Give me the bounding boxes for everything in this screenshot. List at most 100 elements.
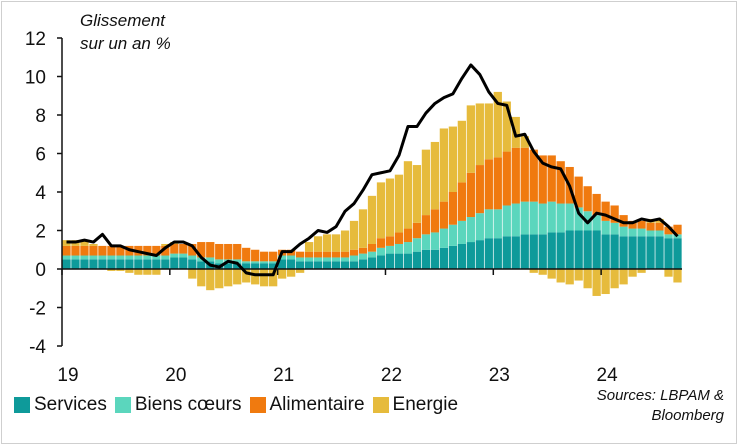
bar-segment-alimentaire: [269, 251, 278, 262]
bar-segment-services: [673, 238, 682, 269]
bar-segment-energie: [628, 269, 637, 277]
legend-label-biens-coeurs: Biens cœurs: [134, 394, 242, 415]
bar-segment-energie: [376, 182, 386, 239]
bar-segment-services: [592, 230, 601, 269]
bar-segment-biens-cœurs: [233, 259, 242, 264]
legend-label-services: Services: [34, 394, 107, 415]
bar-segment-alimentaire: [583, 186, 592, 212]
bar-segment-energie: [664, 269, 673, 277]
bar-segment-energie: [358, 209, 368, 248]
x-tick-label: 22: [381, 365, 402, 386]
bar-segment-energie: [349, 220, 359, 250]
bar-segment-biens-cœurs: [547, 201, 556, 233]
source-line-2: Bloomberg: [651, 407, 724, 424]
bar-segment-energie: [583, 269, 592, 289]
bar-segment-alimentaire: [646, 222, 655, 231]
line-layer: [66, 63, 679, 277]
bar-segment-services: [529, 234, 538, 269]
bar-segment-energie: [206, 269, 215, 291]
bar-segment-alimentaire: [520, 147, 529, 202]
legend-swatch-alimentaire: [249, 397, 266, 413]
y-tick-label: -4: [29, 337, 46, 358]
bar-segment-biens-cœurs: [448, 224, 458, 246]
bar-segment-biens-cœurs: [358, 253, 368, 260]
bar-segment-services: [574, 230, 583, 269]
bar-segment-biens-cœurs: [421, 234, 431, 250]
bar-segment-energie: [457, 120, 466, 183]
bar-segment-services: [98, 259, 107, 270]
bar-segment-energie: [484, 103, 493, 160]
bar-segment-alimentaire: [224, 243, 233, 260]
bar-segment-services: [385, 253, 395, 269]
bar-segment-services: [637, 236, 646, 269]
bar-segment-biens-cœurs: [143, 255, 152, 260]
bar-segment-energie: [322, 234, 332, 252]
bar-segment-alimentaire: [448, 192, 458, 225]
bar-segment-alimentaire: [511, 147, 520, 204]
bar-segment-biens-cœurs: [206, 257, 215, 262]
bar-segment-energie: [448, 126, 458, 192]
bar-segment-alimentaire: [358, 247, 368, 254]
x-tick-label: 24: [597, 365, 619, 386]
bar-segment-services: [367, 257, 377, 269]
bar-segment-alimentaire: [152, 245, 161, 256]
bar-segment-alimentaire: [98, 245, 107, 256]
bar-segment-energie: [260, 269, 269, 287]
bar-segment-services: [89, 259, 98, 270]
bar-segment-alimentaire: [295, 251, 305, 258]
bar-segment-alimentaire: [619, 215, 628, 227]
bar-segment-services: [224, 263, 233, 269]
y-tick-label: 12: [25, 29, 46, 50]
bar-segment-biens-cœurs: [529, 201, 538, 235]
bar-segment-alimentaire: [143, 245, 152, 256]
bar-segment-energie: [340, 230, 350, 252]
bar-segment-services: [340, 261, 350, 269]
bar-segment-services: [457, 243, 466, 269]
bar-segment-services: [430, 249, 440, 269]
bar-segment-biens-cœurs: [475, 213, 484, 241]
bar-segment-biens-cœurs: [484, 209, 493, 239]
bar-segment-services: [502, 236, 511, 269]
bar-segment-energie: [233, 269, 242, 285]
bar-segment-services: [313, 261, 323, 269]
bar-segment-services: [179, 257, 188, 269]
bar-segment-alimentaire: [655, 222, 664, 231]
bar-segment-services: [349, 261, 359, 269]
bar-segment-energie: [673, 269, 682, 283]
bar-segment-services: [376, 255, 386, 269]
bar-segment-energie: [538, 269, 547, 275]
bar-segment-biens-cœurs: [466, 217, 475, 243]
bar-segment-services: [556, 232, 565, 269]
bar-segment-alimentaire: [251, 249, 260, 262]
bar-segment-services: [403, 253, 413, 269]
bar-segment-energie: [547, 269, 556, 279]
bar-segment-biens-cœurs: [367, 251, 377, 258]
bar-segment-alimentaire: [592, 193, 601, 216]
bar-segment-alimentaire: [385, 236, 395, 246]
bar-segment-alimentaire: [457, 182, 466, 221]
legend-item-energie: Energie: [372, 394, 458, 416]
bar-segment-services: [547, 232, 556, 269]
bar-segment-alimentaire: [170, 243, 179, 254]
bar-segment-biens-cœurs: [430, 232, 440, 250]
bar-segment-alimentaire: [188, 243, 197, 256]
bar-segment-alimentaire: [493, 157, 502, 210]
bar-segment-energie: [637, 269, 646, 273]
axes-layer: [57, 37, 682, 347]
bar-segment-services: [170, 257, 179, 269]
bar-segment-services: [188, 259, 197, 270]
bar-segment-biens-cœurs: [340, 257, 350, 262]
bar-segment-alimentaire: [89, 245, 98, 256]
bar-segment-services: [646, 236, 655, 269]
bar-segment-services: [610, 234, 619, 269]
bar-segment-services: [412, 251, 422, 269]
bar-segment-biens-cœurs: [242, 261, 251, 264]
bar-segment-services: [601, 234, 610, 269]
bar-segment-services: [475, 240, 484, 270]
bar-segment-energie: [215, 269, 224, 289]
bar-segment-energie: [394, 174, 404, 233]
bars-layer: [62, 91, 682, 296]
legend-label-alimentaire: Alimentaire: [269, 394, 365, 415]
bar-segment-alimentaire: [439, 201, 449, 229]
